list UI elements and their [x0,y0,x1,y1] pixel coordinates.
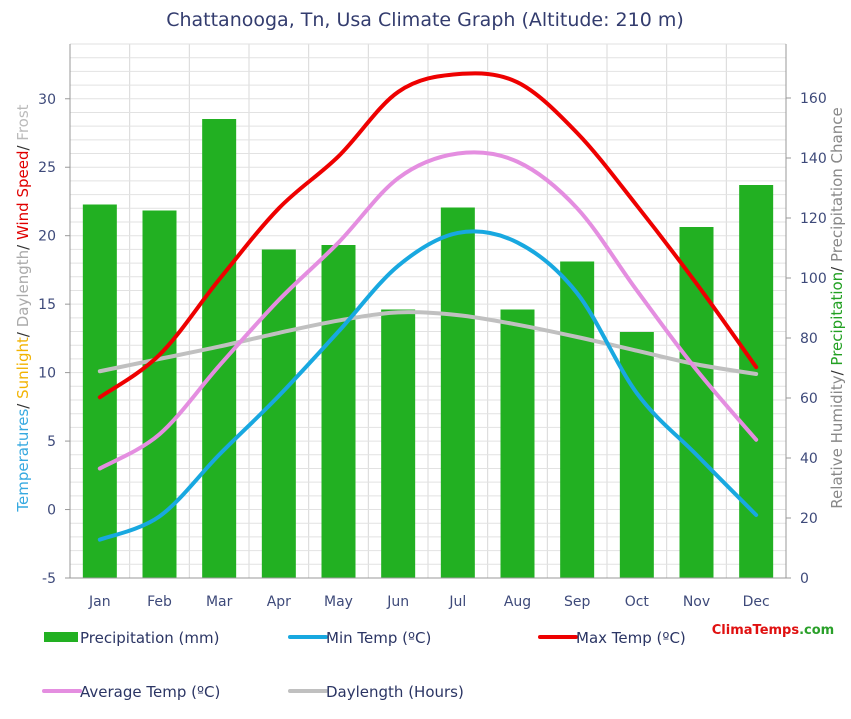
min-temp-c-line [97,229,759,542]
legend-item: Average Temp (ºC) [42,683,220,701]
x-tick-label: Feb [147,594,172,610]
series-lines [97,71,759,542]
axis-label-part: / [14,240,32,250]
max-temp-c-line [97,71,759,400]
right-tick-label: 20 [800,511,818,527]
watermark-part: .com [799,623,834,638]
axis-label-part: Daylength [14,250,32,327]
x-tick-label: Jan [88,594,111,610]
right-tick-label: 80 [800,331,818,347]
right-tick-label: 100 [800,271,827,287]
axis-label-part: / [828,366,846,376]
right-axis-label: Relative Humidity/ Precipitation/ Precip… [828,107,846,508]
legend-item: Precipitation (mm) [44,629,219,647]
right-tick-label: 40 [800,451,818,467]
x-tick-label: Nov [683,594,710,610]
right-tick-label: 60 [800,391,818,407]
legend-item: Min Temp (ºC) [288,629,431,647]
watermark-part: Clima [712,623,753,638]
precipitation-bar [381,309,416,578]
x-tick-label: Mar [206,594,233,610]
left-tick-label: 20 [38,229,56,245]
precipitation-bar [679,227,714,578]
precipitation-bar [619,332,654,578]
axis-label-part: Precipitation Chance [828,107,846,262]
axis-label-part: Temperatures [14,409,32,513]
average-temp-c-line [97,150,759,471]
axis-label-part: Frost [14,104,32,140]
x-tick-label: Jul [448,594,466,610]
axes: -5 0 5 10 15 20 25 30 0 20 40 60 80 100 120 140 160 Jan Fe… [38,44,827,610]
left-tick-label: 25 [38,160,56,176]
axis-label-part: Sunlight [14,337,32,399]
x-tick-label: Oct [625,594,650,610]
right-tick-label: 120 [800,211,827,227]
legend-item: Max Temp (ºC) [538,629,686,647]
axis-label-part: / [14,327,32,337]
right-tick-label: 0 [800,571,809,587]
x-tick-label: May [324,594,353,610]
left-tick-label: 15 [38,297,56,313]
left-tick-label: 30 [38,92,56,108]
left-tick-label: -5 [42,571,56,587]
left-tick-label: 5 [47,434,56,450]
legend: Precipitation (mm) Min Temp (ºC) Max Temp … [42,629,686,701]
legend-label: Average Temp (ºC) [80,683,220,701]
daylength-hours-line [97,310,759,376]
chart-title: Chattanooga, Tn, Usa Climate Graph (Alti… [166,9,684,31]
legend-item: Daylength (Hours) [288,683,464,701]
precipitation-bar [261,249,296,578]
axis-label-part: Relative Humidity [828,375,846,508]
left-tick-label: 0 [47,503,56,519]
x-tick-label: Aug [504,594,531,610]
right-tick-label: 160 [800,91,827,107]
precipitation-bar [321,245,356,578]
x-tick-label: Dec [743,594,770,610]
right-tick-label: 140 [800,151,827,167]
legend-label: Max Temp (ºC) [576,629,686,647]
precipitation-bar [440,207,475,578]
legend-label: Min Temp (ºC) [326,629,431,647]
axis-label-part: / [828,262,846,272]
legend-swatch [44,632,78,642]
watermark-part: Temps [753,623,800,638]
axis-label-part: / [14,399,32,409]
precipitation-bar [560,261,595,578]
legend-label: Daylength (Hours) [326,683,464,701]
watermark-logo: ClimaTemps.com [712,623,834,638]
x-tick-label: Apr [267,594,291,610]
axis-label-part: Precipitation [828,272,846,366]
legend-label: Precipitation (mm) [80,629,219,647]
left-axis-label: Temperatures/ Sunlight/ Daylength/ Wind … [14,104,32,512]
axis-label-part: / [14,141,32,151]
left-tick-label: 10 [38,366,56,382]
x-tick-label: Sep [564,594,591,610]
x-tick-label: Jun [386,594,409,610]
precipitation-bar [739,185,774,578]
axis-label-part: Wind Speed [14,151,32,241]
precipitation-bar [500,309,535,578]
